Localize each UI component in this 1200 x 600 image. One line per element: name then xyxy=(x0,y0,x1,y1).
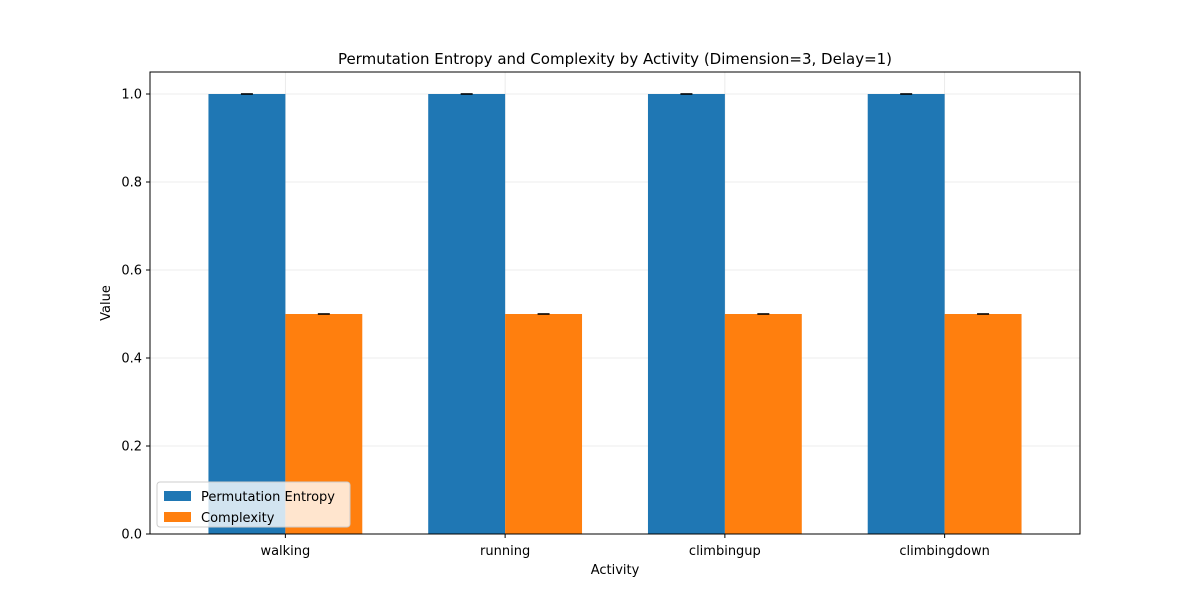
legend-swatch xyxy=(164,512,191,522)
x-tick-label: running xyxy=(480,544,530,559)
y-tick-label: 0.6 xyxy=(121,264,142,279)
y-tick-label: 1.0 xyxy=(121,88,142,103)
y-tick-label: 0.8 xyxy=(121,176,142,191)
chart-title: Permutation Entropy and Complexity by Ac… xyxy=(338,50,892,68)
bar-permutation-entropy xyxy=(428,94,506,534)
bar-complexity xyxy=(724,314,802,534)
bar-complexity xyxy=(505,314,583,534)
plot-frame xyxy=(149,71,1081,535)
x-tick-label: walking xyxy=(260,544,310,559)
legend-label: Permutation Entropy xyxy=(201,490,335,505)
bar-permutation-entropy xyxy=(647,94,725,534)
legend-label: Complexity xyxy=(201,511,275,526)
ticks-layer: 0.0 0.2 0.4 0.6 0.8 1.0 walking running climbing… xyxy=(121,88,990,560)
bar-permutation-entropy xyxy=(867,94,945,534)
x-tick-label: climbingup xyxy=(689,544,761,559)
y-axis-title: Value xyxy=(99,285,114,321)
x-axis-title: Activity xyxy=(591,563,640,578)
legend-frame xyxy=(156,481,351,528)
legend: Permutation Entropy Complexity xyxy=(156,481,351,528)
bar-complexity xyxy=(944,314,1022,534)
y-tick-label: 0.0 xyxy=(121,528,142,543)
bar-permutation-entropy xyxy=(208,94,286,534)
bars-layer xyxy=(208,93,1022,534)
x-tick-label: climbingdown xyxy=(899,544,989,559)
y-tick-label: 0.2 xyxy=(121,440,142,455)
y-tick-label: 0.4 xyxy=(121,352,142,367)
legend-swatch xyxy=(164,491,191,501)
